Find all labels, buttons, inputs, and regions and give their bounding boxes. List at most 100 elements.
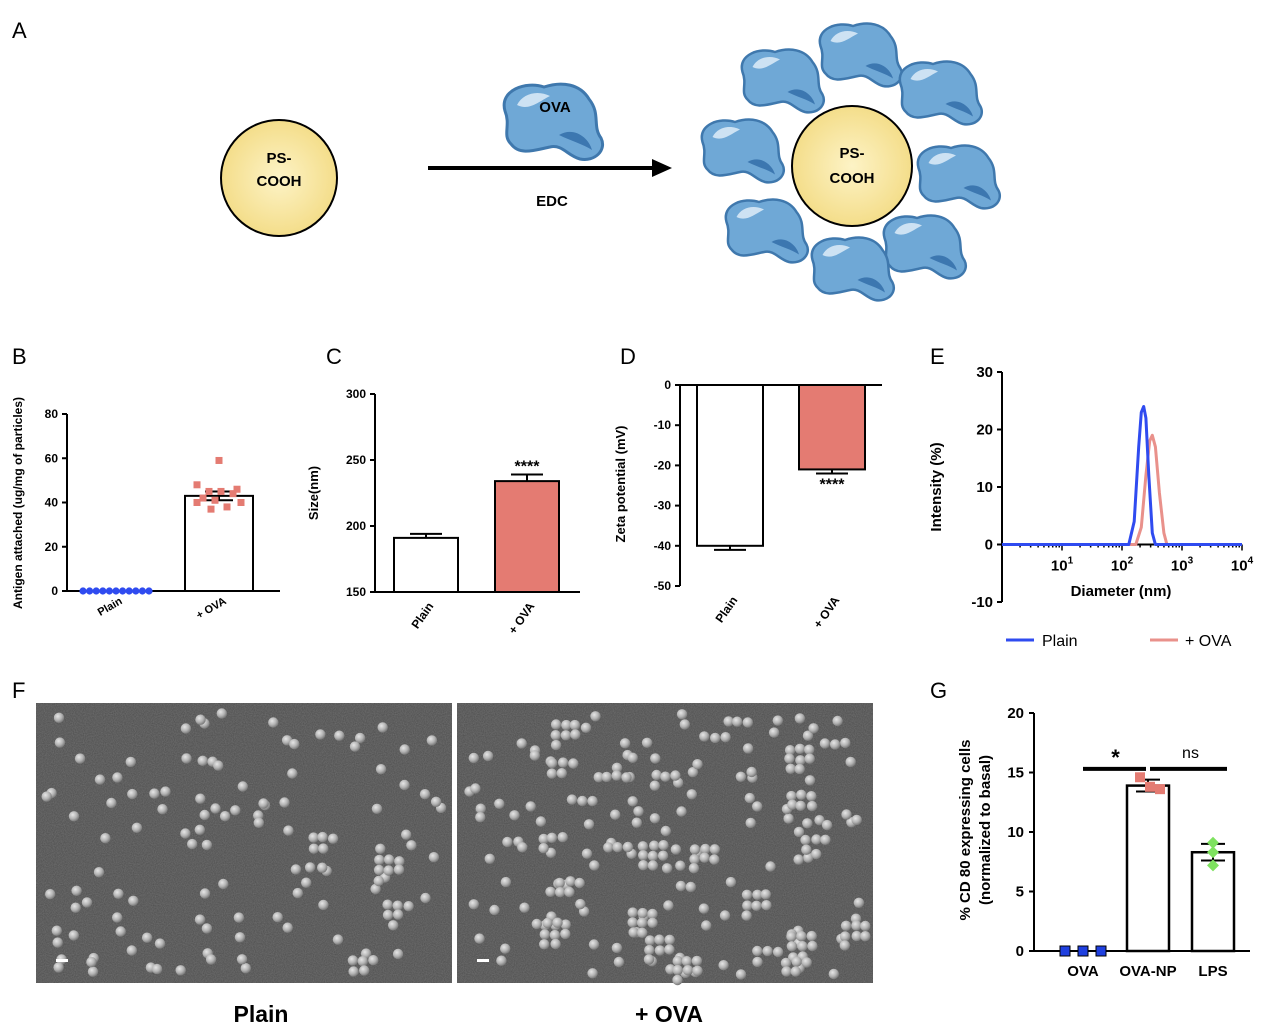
nanoparticle (399, 779, 410, 791)
nanoparticle (793, 854, 804, 865)
conjugated-protein (740, 48, 826, 114)
nanoparticle (589, 860, 600, 871)
conjugated-protein (810, 235, 896, 302)
data-point-ova (215, 456, 223, 464)
nanoparticle (568, 758, 579, 769)
particle-label-line2: COOH (830, 170, 875, 187)
nanoparticle (428, 852, 440, 863)
nanoparticle (236, 954, 248, 965)
nanoparticle (791, 956, 802, 967)
nanoparticle (218, 878, 229, 890)
y-tick-label: 20 (45, 540, 59, 554)
nanoparticle (644, 935, 656, 946)
nanoparticle (392, 909, 404, 920)
nanoparticle (654, 945, 666, 956)
nanoparticle (839, 931, 851, 942)
nanoparticle (575, 898, 586, 910)
data-point-plain (112, 587, 120, 595)
nanoparticle (821, 819, 833, 831)
series-line-plain (1002, 405, 1242, 546)
nanoparticle (201, 839, 213, 851)
nanoparticle (550, 938, 561, 950)
nanoparticle (811, 834, 822, 845)
y-tick-label: 0 (985, 537, 993, 554)
nanoparticle (687, 767, 699, 778)
x-tick-label: 103 (1171, 556, 1194, 575)
data-point-ova-np (1145, 781, 1155, 792)
nanoparticle (538, 833, 549, 845)
data-point-ova-np (1135, 772, 1145, 783)
nanoparticle (240, 963, 251, 974)
nanoparticle (741, 910, 752, 921)
nanoparticle (349, 741, 361, 752)
nanoparticle (794, 763, 805, 775)
nanoparticle (194, 914, 206, 925)
nanoparticle (199, 809, 210, 821)
data-point-plain (99, 587, 107, 595)
nanoparticle (54, 737, 66, 748)
nanoparticle (115, 926, 126, 937)
nanoparticle (502, 836, 513, 848)
data-point-ova (229, 490, 237, 498)
nanoparticle (735, 771, 747, 782)
nanoparticle (785, 763, 796, 774)
nanoparticle (375, 843, 386, 854)
nanoparticle (550, 739, 562, 751)
data-point-ova (193, 481, 201, 489)
nanoparticle (160, 786, 171, 797)
bar (393, 536, 459, 594)
nanoparticle (845, 756, 856, 768)
nanoparticle (725, 876, 737, 888)
nanoparticle (670, 844, 682, 855)
nanoparticle (804, 744, 815, 755)
nanoparticle (348, 966, 359, 977)
nanoparticle (141, 932, 153, 943)
nanoparticle (68, 811, 80, 822)
nanoparticle (786, 790, 797, 802)
nanoparticle (851, 920, 862, 931)
nanoparticle (853, 897, 865, 908)
nanoparticle (752, 889, 763, 900)
nanoparticle (557, 757, 569, 768)
nanoparticle (210, 803, 221, 814)
nanoparticle (292, 887, 303, 899)
nanoparticle (484, 853, 495, 864)
nanoparticle (201, 923, 213, 934)
y-axis-label: Size(nm) (306, 466, 321, 520)
nanoparticle (71, 885, 82, 896)
nanoparticle (552, 917, 563, 928)
nanoparticle (403, 901, 414, 912)
y-tick-label: 30 (976, 364, 993, 381)
nanoparticle (187, 838, 198, 850)
panel-label-g: G (930, 678, 947, 703)
nanoparticle (772, 715, 783, 726)
nanoparticle (535, 816, 547, 827)
y-axis-label: Intensity (%) (928, 442, 945, 531)
data-point-ova (1077, 945, 1089, 957)
nanoparticle (545, 886, 556, 897)
nanoparticle (332, 934, 344, 945)
nanoparticle (383, 865, 394, 876)
nanoparticle (804, 753, 815, 764)
nanoparticle (649, 840, 660, 851)
nanoparticle (780, 957, 792, 969)
nanoparticle (556, 768, 567, 779)
nanoparticle (570, 729, 581, 740)
nanoparticle (588, 939, 600, 950)
series-line-ova (1002, 433, 1242, 546)
nanoparticle (574, 877, 585, 889)
nanoparticle (622, 841, 634, 853)
nanoparticle (106, 797, 117, 809)
y-tick-label: -40 (654, 539, 672, 553)
nanoparticle (557, 832, 568, 843)
legend-label-ova: + OVA (1185, 633, 1232, 650)
nanoparticle (700, 843, 711, 855)
scale-bar (477, 959, 489, 962)
nanoparticle (375, 764, 387, 775)
nanoparticle (661, 863, 673, 874)
nanoparticle (87, 966, 99, 977)
data-point-ova (207, 505, 215, 513)
nanoparticle (81, 897, 93, 908)
nanoparticle (304, 862, 316, 873)
